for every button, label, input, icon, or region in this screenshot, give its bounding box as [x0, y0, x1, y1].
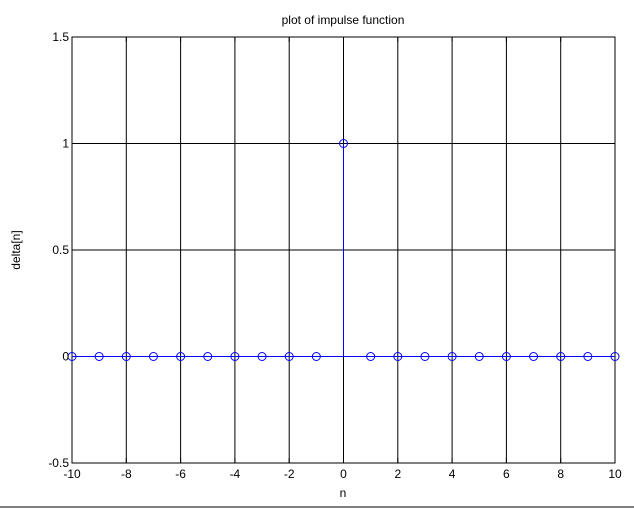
- y-tick-label: 1: [62, 137, 69, 151]
- x-tick-label: 6: [503, 467, 510, 481]
- stem-marker: [67, 352, 77, 361]
- x-axis-label: n: [340, 486, 347, 500]
- y-tick-label: 0: [62, 350, 69, 364]
- stem-marker: [501, 352, 511, 361]
- x-tick-label: 8: [557, 467, 564, 481]
- x-tick-label: -6: [175, 467, 186, 481]
- stem-marker: [121, 352, 131, 361]
- x-tick-label: -8: [121, 467, 132, 481]
- stem-marker: [339, 139, 348, 148]
- x-tick-labels: -10 -8 -6 -4 -2 0 2 4 6 8 10: [63, 467, 622, 481]
- stem-marker: [230, 352, 240, 361]
- y-axis-label: delta[n]: [9, 230, 23, 269]
- stem-marker: [366, 352, 376, 361]
- y-tick-labels: -0.5 0 0.5 1 1.5: [48, 30, 69, 470]
- y-tick-label: 0.5: [52, 243, 69, 257]
- x-tick-label: 2: [394, 467, 401, 481]
- x-tick-label: -4: [230, 467, 241, 481]
- stem-markers: [67, 139, 620, 361]
- stem-marker: [393, 352, 403, 361]
- stem-marker: [610, 352, 620, 361]
- chart-title: plot of impulse function: [282, 13, 405, 27]
- stem-marker: [203, 352, 213, 361]
- stem-marker: [148, 352, 158, 361]
- stem-marker: [311, 352, 321, 361]
- stem-marker: [176, 352, 186, 361]
- y-tick-label: -0.5: [48, 456, 69, 470]
- stem-marker: [474, 352, 484, 361]
- axes-box: [71, 36, 616, 464]
- stem-marker: [420, 352, 430, 361]
- stem-marker: [583, 352, 593, 361]
- x-tick-label: 4: [449, 467, 456, 481]
- x-tick-label: -2: [284, 467, 295, 481]
- stem-marker: [257, 352, 267, 361]
- stem-marker: [529, 352, 539, 361]
- x-tick-label: 0: [340, 467, 347, 481]
- stem-lines: [72, 143, 615, 357]
- x-tick-label: 10: [608, 467, 622, 481]
- stem-marker: [556, 352, 566, 361]
- stem-marker: [94, 352, 104, 361]
- stem-marker: [284, 352, 294, 361]
- y-tick-label: 1.5: [52, 30, 69, 44]
- stem-marker: [447, 352, 457, 361]
- x-tick-label: -10: [63, 467, 81, 481]
